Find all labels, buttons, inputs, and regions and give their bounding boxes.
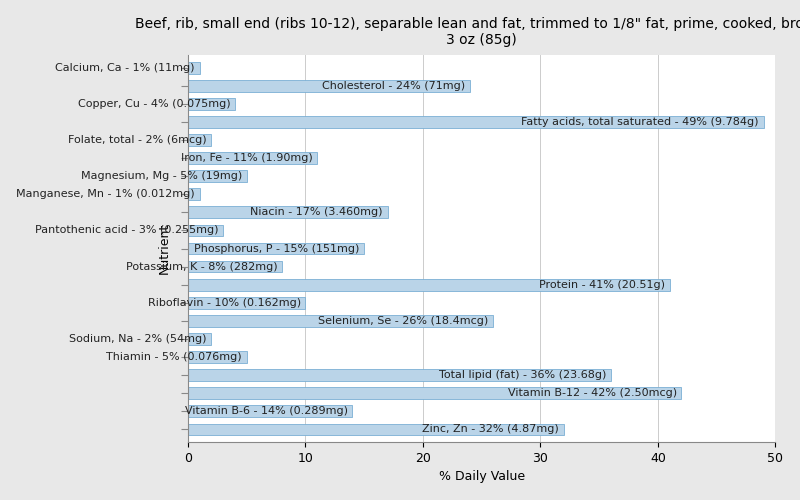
Y-axis label: Nutrient: Nutrient bbox=[158, 223, 170, 274]
Bar bbox=[188, 134, 211, 146]
Title: Beef, rib, small end (ribs 10-12), separable lean and fat, trimmed to 1/8" fat, : Beef, rib, small end (ribs 10-12), separ… bbox=[134, 16, 800, 47]
X-axis label: % Daily Value: % Daily Value bbox=[438, 470, 525, 484]
Bar bbox=[188, 333, 211, 345]
Bar bbox=[188, 351, 246, 363]
Text: Protein - 41% (20.51g): Protein - 41% (20.51g) bbox=[539, 280, 665, 289]
Bar bbox=[188, 242, 364, 254]
Bar bbox=[188, 206, 387, 218]
Bar bbox=[188, 188, 200, 200]
Bar bbox=[188, 370, 611, 381]
Text: Phosphorus, P - 15% (151mg): Phosphorus, P - 15% (151mg) bbox=[194, 244, 359, 254]
Text: Vitamin B-12 - 42% (2.50mcg): Vitamin B-12 - 42% (2.50mcg) bbox=[507, 388, 677, 398]
Bar bbox=[188, 152, 317, 164]
Text: Copper, Cu - 4% (0.075mg): Copper, Cu - 4% (0.075mg) bbox=[78, 99, 230, 109]
Bar bbox=[188, 80, 470, 92]
Bar bbox=[188, 116, 763, 128]
Bar bbox=[188, 279, 670, 290]
Text: Iron, Fe - 11% (1.90mg): Iron, Fe - 11% (1.90mg) bbox=[181, 153, 312, 163]
Bar bbox=[188, 260, 282, 272]
Bar bbox=[188, 62, 200, 74]
Text: Riboflavin - 10% (0.162mg): Riboflavin - 10% (0.162mg) bbox=[147, 298, 301, 308]
Bar bbox=[188, 98, 235, 110]
Text: Thiamin - 5% (0.076mg): Thiamin - 5% (0.076mg) bbox=[106, 352, 242, 362]
Text: Cholesterol - 24% (71mg): Cholesterol - 24% (71mg) bbox=[322, 80, 465, 90]
Bar bbox=[188, 406, 352, 417]
Text: Potassium, K - 8% (282mg): Potassium, K - 8% (282mg) bbox=[126, 262, 277, 272]
Text: Calcium, Ca - 1% (11mg): Calcium, Ca - 1% (11mg) bbox=[55, 62, 195, 72]
Bar bbox=[188, 224, 223, 236]
Text: Folate, total - 2% (6mcg): Folate, total - 2% (6mcg) bbox=[68, 135, 206, 145]
Text: Niacin - 17% (3.460mg): Niacin - 17% (3.460mg) bbox=[250, 208, 383, 218]
Text: Total lipid (fat) - 36% (23.68g): Total lipid (fat) - 36% (23.68g) bbox=[438, 370, 606, 380]
Text: Sodium, Na - 2% (54mg): Sodium, Na - 2% (54mg) bbox=[69, 334, 206, 344]
Text: Selenium, Se - 26% (18.4mcg): Selenium, Se - 26% (18.4mcg) bbox=[318, 316, 489, 326]
Bar bbox=[188, 297, 306, 308]
Text: Pantothenic acid - 3% (0.255mg): Pantothenic acid - 3% (0.255mg) bbox=[35, 226, 218, 235]
Text: Fatty acids, total saturated - 49% (9.784g): Fatty acids, total saturated - 49% (9.78… bbox=[522, 117, 759, 127]
Text: Magnesium, Mg - 5% (19mg): Magnesium, Mg - 5% (19mg) bbox=[81, 171, 242, 181]
Text: Manganese, Mn - 1% (0.012mg): Manganese, Mn - 1% (0.012mg) bbox=[16, 190, 195, 200]
Bar bbox=[188, 170, 246, 182]
Text: Zinc, Zn - 32% (4.87mg): Zinc, Zn - 32% (4.87mg) bbox=[422, 424, 559, 434]
Bar bbox=[188, 388, 682, 399]
Bar bbox=[188, 315, 494, 326]
Text: Vitamin B-6 - 14% (0.289mg): Vitamin B-6 - 14% (0.289mg) bbox=[185, 406, 348, 416]
Bar bbox=[188, 424, 564, 436]
